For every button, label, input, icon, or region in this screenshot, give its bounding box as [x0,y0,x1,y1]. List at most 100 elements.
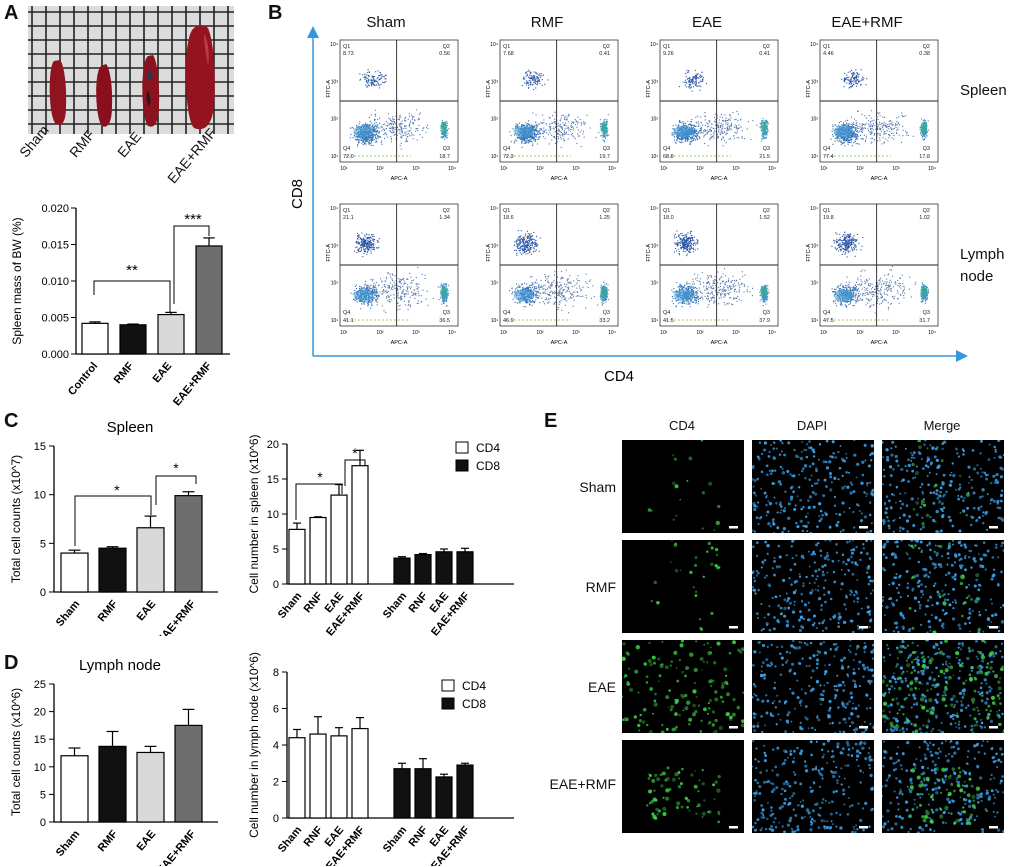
quadrant-label: Q4 [823,310,830,316]
quadrant-label: Q3 [443,310,450,316]
flow-tick: 10² [811,281,819,287]
quadrant-label: 1.34 [439,215,450,221]
quadrant-label: 77.4 [823,154,834,160]
flow-tick: 10¹ [651,154,659,160]
bar [98,745,127,823]
quadrant-label: Q1 [503,208,510,214]
bar [288,737,306,819]
significance-brackets: * * [74,460,197,546]
flow-tick: 10⁴ [650,206,658,212]
y-axis: 0.000 0.005 0.010 0.015 0.020 Spleen mas… [10,203,77,361]
quadrant-label: Q1 [343,44,350,50]
flow-y-label: FITC-A [326,244,332,262]
x-tick-label: EAE+RMF [155,598,198,636]
flow-row-label-lymph: Lymph node [960,246,1005,285]
flow-x-label: APC-A [711,176,728,182]
bar [414,768,432,819]
micrograph [882,740,1004,833]
micrograph [622,740,744,833]
tick-label: 0.010 [41,276,69,288]
quadrant-label: 1.25 [599,215,610,221]
y-axis-label: Cell number in lymph node (x10^6) [247,652,261,838]
quadrant-label: Q2 [763,208,770,214]
flow-tick: 10¹ [811,154,819,160]
quadrant-label: Q1 [663,44,670,50]
scale-bar [729,626,738,629]
y-axis-label: Cell number in spleen (x10^6) [247,434,261,593]
flow-tick: 10² [696,330,704,336]
x-tick-labels: Sham RMF EAE EAE+RMF [54,598,199,636]
micro-row-label: EAE [587,679,616,695]
panel-label-b: B [268,2,283,24]
flow-tick: 10² [856,330,864,336]
scale-bar [729,826,738,829]
significance-brackets: * * [295,445,366,520]
sig-label: * [114,482,120,498]
flow-tick: 10² [856,166,864,172]
flow-y-label: FITC-A [806,244,812,262]
quadrant-label: 17.8 [919,154,930,160]
x-tick-label: EAE+RMF [155,828,198,866]
quadrant-label: 41.5 [663,318,674,324]
micrograph [752,740,874,833]
tick-label: 10 [267,509,279,521]
flow-tick: 10⁴ [810,42,818,48]
quadrant-label: Q3 [443,146,450,152]
micrograph [882,440,1004,533]
scale-bar [989,526,998,529]
flow-tick: 10² [376,330,384,336]
quadrant-label: 18.0 [663,215,674,221]
bar [136,527,165,593]
chart-c-spleen-subsets: 0 5 10 15 20 Cell number in spleen (x10^6) C… [247,434,514,638]
flow-tick: 10⁴ [928,330,936,336]
quadrant-label: Q2 [763,44,770,50]
bar [60,552,89,593]
x-tick-labels: Sham RMF EAE EAE+RMF [54,828,199,866]
tick-label: 0.000 [41,349,69,361]
bar [157,313,185,355]
quadrant-label: Q2 [923,208,930,214]
flow-tick: 10³ [331,79,339,85]
flow-tick: 10³ [651,243,659,249]
quadrant-label: 19.8 [823,215,834,221]
flow-tick: 10³ [892,166,900,172]
bar [330,735,348,819]
quadrant-label: 0.41 [599,51,610,57]
bar [351,727,369,819]
flow-y-label: FITC-A [326,80,332,98]
sig-label: * [352,445,358,461]
micro-row-label: EAE+RMF [549,776,616,792]
quadrant-label: Q1 [663,208,670,214]
chart-title: Spleen [107,419,154,436]
flow-col-title: RMF [530,14,564,31]
quadrant-label: 46.9 [503,318,514,324]
sig-label: ** [126,262,138,279]
chart-title: Lymph node [79,657,161,674]
quadrant-label: 1.02 [919,215,930,221]
tick-label: 4 [273,740,279,752]
scale-bar [729,726,738,729]
flow-col-title: EAE+RMF [831,14,903,31]
quadrant-label: Q2 [603,44,610,50]
quadrant-label: 18.7 [439,154,450,160]
bar [393,557,411,585]
photo-label-sham: Sham [16,121,52,161]
micro-row-label: Sham [579,479,616,495]
x-tick-label: Sham [54,598,83,629]
x-tick-label: RMF [112,360,137,386]
flow-tick: 10² [331,281,339,287]
quadrant-label: Q1 [343,208,350,214]
flow-tick: 10¹ [820,166,828,172]
sig-label: * [317,469,323,485]
chart-a-spleen-mass: 0.000 0.005 0.010 0.015 0.020 Spleen mas… [10,203,230,408]
flow-tick: 10³ [732,330,740,336]
flow-col-title: EAE [691,14,722,31]
tick-label: 10 [34,762,46,774]
flow-tick: 10¹ [660,166,668,172]
bar [119,324,147,355]
flow-tick: 10⁴ [650,42,658,48]
panel-label-a: A [4,2,19,24]
